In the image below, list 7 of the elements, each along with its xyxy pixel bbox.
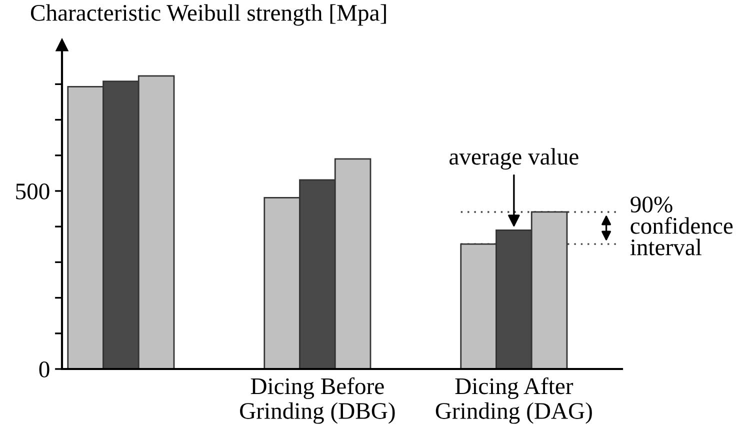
y-tick-label: 0 xyxy=(39,361,50,378)
x-tick-label: Dicing Before Grinding (DBG) xyxy=(240,377,395,424)
annotation: average value xyxy=(450,148,578,170)
y-tick-label: 500 xyxy=(16,183,50,200)
x-tick-label: Dicing After Grinding (DAG) xyxy=(436,377,592,424)
ref-line-label: 90% confidence interval xyxy=(630,196,733,256)
y-axis-title: Characteristic Weibull strength [Mpa] xyxy=(30,4,386,26)
